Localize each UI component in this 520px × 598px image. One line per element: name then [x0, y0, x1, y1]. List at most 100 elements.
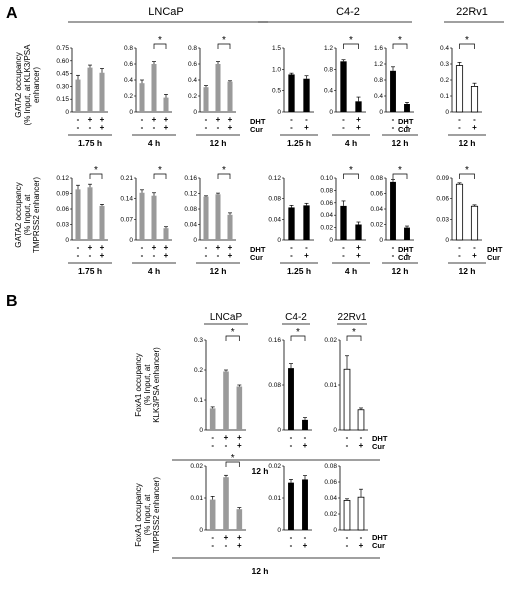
ytitle-b-tmprss2-line-1: FoxA1 occupancy: [134, 483, 143, 547]
dht-sign: +: [237, 433, 242, 442]
time-label: 12 h: [209, 266, 226, 276]
y-tick-label: 0.75: [56, 45, 69, 52]
chart-layer: 00.150.300.450.600.75--+-++1.75 h00.20.4…: [56, 35, 486, 550]
dht-sign: -: [205, 115, 208, 124]
y-tick-label: 0: [129, 109, 133, 116]
cur-sign: -: [77, 123, 80, 132]
y-tick-label: 0.09: [436, 175, 449, 182]
bar: [203, 87, 209, 112]
ytitle-a-tmprss2-line-2: (% Input, at: [23, 194, 32, 236]
ytitle-a-klk3-line-1: GATA2 occupancy: [14, 52, 23, 118]
dht-sign: -: [342, 243, 345, 252]
y-tick-label: 1.2: [324, 45, 333, 52]
y-tick-label: 0.02: [320, 225, 333, 232]
bar: [87, 67, 93, 112]
dht-sign: -: [360, 433, 363, 442]
subplot-A-TMPRSS2-C42-12h: 00.020.040.060.08---+*12 h: [370, 165, 418, 276]
subplot-B-KLK3-22Rv1: 00.010.02---+*: [324, 327, 368, 450]
sig-star: *: [349, 35, 353, 46]
bar: [203, 196, 209, 240]
cur-sign: +: [237, 541, 242, 550]
bar: [302, 479, 308, 530]
group-title-c42-a: C4-2: [336, 6, 360, 18]
cur-sign: +: [356, 123, 361, 132]
subplot-A-KLK3-LNCaP-4h: 00.20.40.60.8--+-++*4 h: [124, 35, 176, 148]
group-title-22rv1-b: 22Rv1: [338, 312, 367, 323]
y-tick-label: 0: [379, 237, 383, 244]
cur-sign: -: [153, 251, 156, 260]
time-label-b2: 12 h: [251, 566, 268, 576]
y-tick-label: 0: [129, 237, 133, 244]
y-tick-label: 0.8: [124, 45, 133, 52]
bar: [215, 64, 221, 112]
ytitle-a-klk3-line-2: (% Input, at KLK3/PSA: [23, 44, 32, 126]
row-label-cur-a2-22rv1: Cur: [487, 253, 500, 262]
y-tick-label: 0.02: [190, 463, 203, 470]
subplot-B-KLK3-LNCaP: 00.10.20.3--+-++*: [194, 327, 246, 450]
dht-sign: -: [141, 115, 144, 124]
y-tick-label: 0.1: [440, 93, 449, 100]
row-label-dht-a2: DHT: [250, 245, 266, 254]
bar: [139, 192, 145, 240]
sig-star: *: [158, 165, 162, 176]
sig-star: *: [465, 165, 469, 176]
time-label: 4 h: [345, 266, 357, 276]
y-tick-label: 0.08: [324, 463, 337, 470]
y-tick-label: 0.12: [56, 175, 69, 182]
subplot-A-TMPRSS2-22Rv1-12h: 00.030.060.09---+*12 h: [436, 165, 486, 276]
time-label: 12 h: [391, 138, 408, 148]
dht-sign: -: [346, 533, 349, 542]
dht-sign: -: [290, 533, 293, 542]
bar: [151, 64, 157, 112]
bar: [404, 104, 410, 112]
sig-bracket: [153, 43, 167, 49]
dht-sign: -: [473, 243, 476, 252]
y-tick-label: 0.03: [436, 216, 449, 223]
sig-star: *: [465, 35, 469, 46]
row-label-cur-a1-c42: Cur: [398, 125, 411, 134]
dht-sign: -: [346, 433, 349, 442]
cur-sign: +: [359, 441, 364, 450]
bar: [87, 187, 93, 240]
subplot-B-TMPRSS2-22Rv1: 00.020.040.060.08---+: [324, 463, 368, 550]
sig-bracket: [343, 173, 359, 179]
subplot-A-TMPRSS2-C42-4h: 0 0.02 0.04 0.06 0.08 0.10 -- ++ * 4 h: [320, 165, 370, 276]
row-label-cur-a1: Cur: [250, 125, 263, 134]
y-tick-label: 0.45: [56, 71, 69, 78]
sig-bracket: [392, 173, 408, 179]
y-tick-label: 0: [445, 109, 449, 116]
ytitle-b-tmprss2: FoxA1 occupancy (% Input, at TMPRSS2 enh…: [134, 477, 161, 553]
bar: [288, 207, 295, 240]
y-tick-label: 0.2: [194, 367, 203, 374]
y-tick-label: 0.8: [324, 66, 333, 73]
sig-bracket: [153, 173, 167, 179]
y-tick-label: 0.01: [268, 495, 281, 502]
bar: [288, 74, 295, 112]
bar: [340, 61, 347, 112]
cur-sign: +: [100, 251, 105, 260]
time-label: 4 h: [148, 266, 160, 276]
dht-sign: +: [152, 115, 157, 124]
subplot-A-TMPRSS2-LNCaP-1.75h: 00.030.060.090.12--+-++*1.75 h: [56, 165, 112, 276]
cur-sign: -: [346, 541, 349, 550]
row-label-cur-a2-c42: Cur: [398, 253, 411, 262]
cur-sign: -: [77, 251, 80, 260]
cur-sign: +: [237, 441, 242, 450]
dht-sign: +: [356, 115, 361, 124]
bar: [455, 183, 464, 241]
y-tick-label: 0.2: [440, 77, 449, 84]
y-tick-label: 0.06: [320, 200, 333, 207]
time-label: 1.25 h: [287, 138, 311, 148]
dht-sign: -: [290, 433, 293, 442]
dht-sign: -: [304, 433, 307, 442]
cur-sign: -: [342, 251, 345, 260]
cur-sign: +: [472, 251, 477, 260]
bar: [470, 205, 479, 241]
sig-star: *: [296, 327, 300, 338]
cur-sign: -: [225, 541, 228, 550]
ytitle-a-klk3: GATA2 occupancy (% Input, at KLK3/PSA en…: [14, 44, 41, 126]
cur-sign: -: [225, 441, 228, 450]
bar: [303, 78, 310, 112]
cur-sign: -: [205, 123, 208, 132]
